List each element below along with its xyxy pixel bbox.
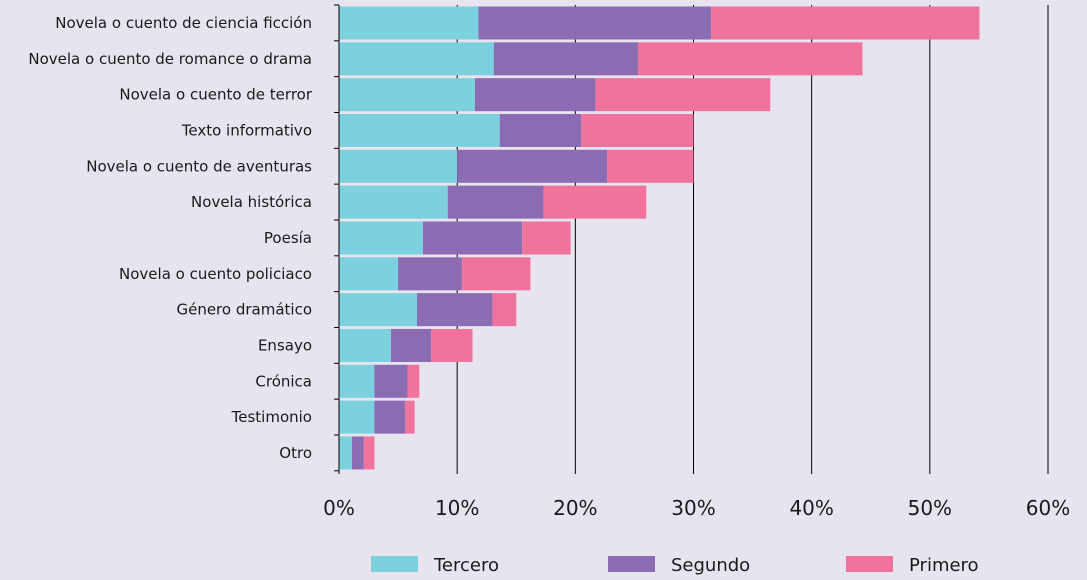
bar-segment [474, 78, 596, 112]
bar-segment [374, 364, 408, 398]
bar-segment [405, 400, 415, 434]
bar-segment [339, 400, 375, 434]
legend-label: Tercero [433, 555, 499, 576]
bar-segment [595, 78, 771, 112]
bar-segment [339, 328, 391, 362]
bar-segment [339, 6, 479, 40]
category-label: Novela o cuento policiaco [119, 265, 312, 283]
bar-segment [339, 113, 500, 147]
bar-segment [431, 328, 473, 362]
bar-segment [447, 185, 544, 219]
bar-segment [398, 257, 462, 291]
bar-segment [363, 436, 375, 470]
bar-segment [543, 185, 647, 219]
category-label: Testimonio [231, 408, 312, 426]
category-label: Género dramático [176, 301, 312, 319]
bars [339, 6, 980, 470]
bar-segment [461, 257, 531, 291]
bar-segment [339, 221, 423, 255]
category-label: Novela o cuento de aventuras [86, 157, 312, 175]
bar-segment [374, 400, 406, 434]
legend-swatch [371, 556, 418, 572]
bar-segment [499, 113, 582, 147]
bar-segment [339, 257, 399, 291]
bar-segment [339, 364, 375, 398]
bar-segment [581, 113, 694, 147]
legend-label: Segundo [671, 555, 750, 576]
bar-segment [711, 6, 980, 40]
legend-label: Primero [909, 555, 979, 576]
legend: Tercero Segundo Primero [371, 555, 979, 576]
legend-swatch [846, 556, 893, 572]
x-tick-label: 60% [1026, 496, 1070, 520]
category-label: Ensayo [258, 336, 312, 354]
x-tick-label: 20% [553, 496, 597, 520]
bar-segment [339, 149, 458, 183]
category-labels: Novela o cuento de ciencia ficción Novela… [28, 14, 312, 462]
x-tick-label: 30% [671, 496, 715, 520]
category-label: Poesía [264, 229, 312, 247]
bar-segment [478, 6, 712, 40]
bar-segment [637, 42, 863, 76]
category-label: Novela o cuento de terror [119, 86, 312, 104]
category-label: Novela o cuento de ciencia ficción [55, 14, 312, 32]
category-label: Novela histórica [191, 193, 312, 211]
bar-segment [339, 185, 448, 219]
bar-segment [416, 293, 493, 327]
bar-segment [339, 78, 475, 112]
bar-segment [339, 42, 494, 76]
x-tick-label: 50% [908, 496, 952, 520]
bar-segment [339, 436, 352, 470]
legend-swatch [608, 556, 655, 572]
bar-segment [492, 293, 517, 327]
bar-segment [351, 436, 364, 470]
x-tick-label: 0% [323, 496, 355, 520]
category-label: Crónica [255, 372, 312, 390]
bar-segment [422, 221, 523, 255]
bar-segment [493, 42, 638, 76]
bar-segment [522, 221, 571, 255]
x-tick-label: 10% [435, 496, 479, 520]
bar-segment [457, 149, 608, 183]
bar-segment [607, 149, 694, 183]
category-label: Novela o cuento de romance o drama [28, 50, 312, 68]
bar-segment [407, 364, 420, 398]
category-label: Otro [279, 444, 312, 462]
x-tick-labels: 0% 10% 20% 30% 40% 50% 60% [323, 496, 1070, 520]
y-axis [334, 4, 340, 474]
bar-segment [339, 293, 417, 327]
x-tick-label: 40% [789, 496, 833, 520]
category-label: Texto informativo [181, 121, 312, 139]
bar-segment [390, 328, 432, 362]
